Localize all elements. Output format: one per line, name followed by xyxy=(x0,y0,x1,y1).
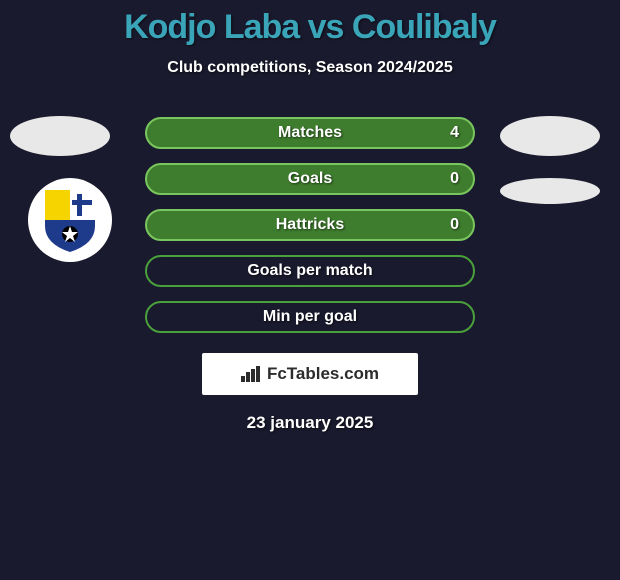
snapshot-date: 23 january 2025 xyxy=(0,413,620,433)
watermark-badge: FcTables.com xyxy=(202,353,418,395)
stat-bar-min-per-goal: Min per goal xyxy=(145,301,475,333)
shield-icon xyxy=(41,186,99,254)
club-badge-left xyxy=(28,178,112,262)
stat-bar-hattricks: Hattricks 0 xyxy=(145,209,475,241)
stat-bars: Matches 4 Goals 0 Hattricks 0 Goals per match M… xyxy=(145,117,475,333)
avatar-right xyxy=(500,116,600,156)
stat-bar-label: Goals xyxy=(288,170,332,188)
club-badge-right xyxy=(500,178,600,204)
stat-bar-label: Min per goal xyxy=(263,308,357,326)
stat-bar-label: Hattricks xyxy=(276,216,344,234)
stat-bar-value: 4 xyxy=(450,124,459,142)
stat-bar-goals: Goals 0 xyxy=(145,163,475,195)
stat-bar-label: Matches xyxy=(278,124,342,142)
stat-bar-value: 0 xyxy=(450,170,459,188)
watermark-text: FcTables.com xyxy=(267,364,379,384)
stat-bar-goals-per-match: Goals per match xyxy=(145,255,475,287)
stat-bar-label: Goals per match xyxy=(247,262,372,280)
stat-bar-value: 0 xyxy=(450,216,459,234)
competition-subtitle: Club competitions, Season 2024/2025 xyxy=(0,59,620,77)
bar-chart-icon xyxy=(241,366,261,382)
page-title: Kodjo Laba vs Coulibaly xyxy=(0,0,620,47)
avatar-left xyxy=(10,116,110,156)
stat-bar-matches: Matches 4 xyxy=(145,117,475,149)
